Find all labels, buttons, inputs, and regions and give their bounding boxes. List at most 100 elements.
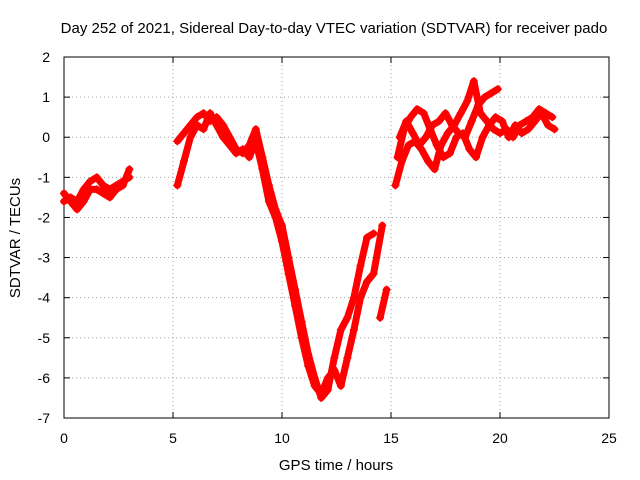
data-point xyxy=(323,373,332,382)
x-tick-label: 25 xyxy=(601,430,617,446)
data-point xyxy=(537,109,546,118)
data-point xyxy=(404,141,413,150)
data-point xyxy=(173,181,182,190)
x-tick-label: 10 xyxy=(274,430,290,446)
x-tick-label: 15 xyxy=(383,430,399,446)
data-point xyxy=(192,121,201,130)
data-point xyxy=(363,233,372,242)
data-point xyxy=(434,117,443,126)
data-point xyxy=(397,157,406,166)
data-point xyxy=(179,157,188,166)
y-tick-label: 1 xyxy=(42,89,50,105)
data-point xyxy=(271,213,280,222)
x-axis-label: GPS time / hours xyxy=(279,457,393,474)
y-tick-label: -7 xyxy=(38,410,51,426)
x-tick-label: 20 xyxy=(492,430,508,446)
data-point xyxy=(395,133,404,142)
data-point xyxy=(382,285,391,294)
data-point xyxy=(73,205,82,214)
data-point xyxy=(264,197,273,206)
data-point xyxy=(469,77,478,86)
data-point xyxy=(330,365,339,374)
data-point xyxy=(524,125,533,134)
data-point xyxy=(493,85,502,94)
data-point xyxy=(443,129,452,138)
data-point xyxy=(456,109,465,118)
data-point xyxy=(419,109,428,118)
series-segment-3 xyxy=(173,109,378,402)
data-point xyxy=(408,129,417,138)
data-point xyxy=(238,145,247,154)
y-tick-label: 2 xyxy=(42,49,50,65)
data-point xyxy=(343,353,352,362)
data-point xyxy=(199,125,208,134)
data-point xyxy=(310,381,319,390)
data-point xyxy=(430,165,439,174)
y-tick-label: 0 xyxy=(42,129,50,145)
data-point xyxy=(413,105,422,114)
y-tick-label: -6 xyxy=(38,370,51,386)
data-point xyxy=(480,93,489,102)
data-point xyxy=(445,149,454,158)
data-point xyxy=(92,185,101,194)
data-point xyxy=(356,261,365,270)
data-point xyxy=(543,121,552,130)
series-segment-4 xyxy=(173,109,386,398)
data-point xyxy=(297,333,306,342)
x-axis: 0 5 10 15 20 25 xyxy=(60,57,617,446)
data-point xyxy=(206,109,215,118)
data-point xyxy=(363,277,372,286)
data-point xyxy=(232,149,241,158)
data-point xyxy=(66,197,75,206)
data-point xyxy=(391,181,400,190)
data-point xyxy=(448,121,457,130)
data-point xyxy=(504,133,513,142)
data-point xyxy=(522,117,531,126)
data-point xyxy=(393,153,402,162)
data-point xyxy=(99,181,108,190)
data-point xyxy=(118,181,127,190)
y-axis-label: SDTVAR / TECUs xyxy=(7,178,24,298)
data-point xyxy=(463,97,472,106)
data-point xyxy=(461,133,470,142)
data-point xyxy=(369,229,378,238)
data-point xyxy=(356,293,365,302)
data-point xyxy=(491,113,500,122)
data-point xyxy=(336,325,345,334)
data-point xyxy=(92,173,101,182)
data-point xyxy=(511,121,520,130)
data-point xyxy=(245,153,254,162)
data-point xyxy=(186,133,195,142)
data-point xyxy=(402,117,411,126)
data-point xyxy=(487,89,496,98)
y-tick-label: -5 xyxy=(38,330,51,346)
data-point xyxy=(125,165,134,174)
data-point xyxy=(496,129,504,138)
data-point xyxy=(432,141,441,150)
data-point xyxy=(517,129,526,138)
y-axis: -7 -6 -5 -4 -3 -2 -1 0 1 2 xyxy=(38,49,609,426)
plot-frame xyxy=(63,56,610,419)
data-point xyxy=(258,165,267,174)
data-point xyxy=(498,117,507,126)
data-point xyxy=(79,197,88,206)
data-point xyxy=(336,381,345,390)
data-point xyxy=(424,157,433,166)
data-point xyxy=(428,121,437,130)
data-point xyxy=(86,177,95,186)
y-tick-label: -2 xyxy=(38,209,51,225)
data-point xyxy=(472,153,481,162)
data-point xyxy=(60,189,68,198)
data-point xyxy=(304,361,313,370)
data-point xyxy=(474,101,483,110)
data-point xyxy=(291,301,300,310)
data-point xyxy=(343,313,352,322)
series-segment-8 xyxy=(396,85,502,149)
y-tick-label: -4 xyxy=(38,290,51,306)
data-point xyxy=(478,133,487,142)
series-segment-5 xyxy=(376,286,391,322)
y-tick-label: -3 xyxy=(38,250,51,266)
data-point xyxy=(112,185,121,194)
data-point xyxy=(192,113,201,122)
